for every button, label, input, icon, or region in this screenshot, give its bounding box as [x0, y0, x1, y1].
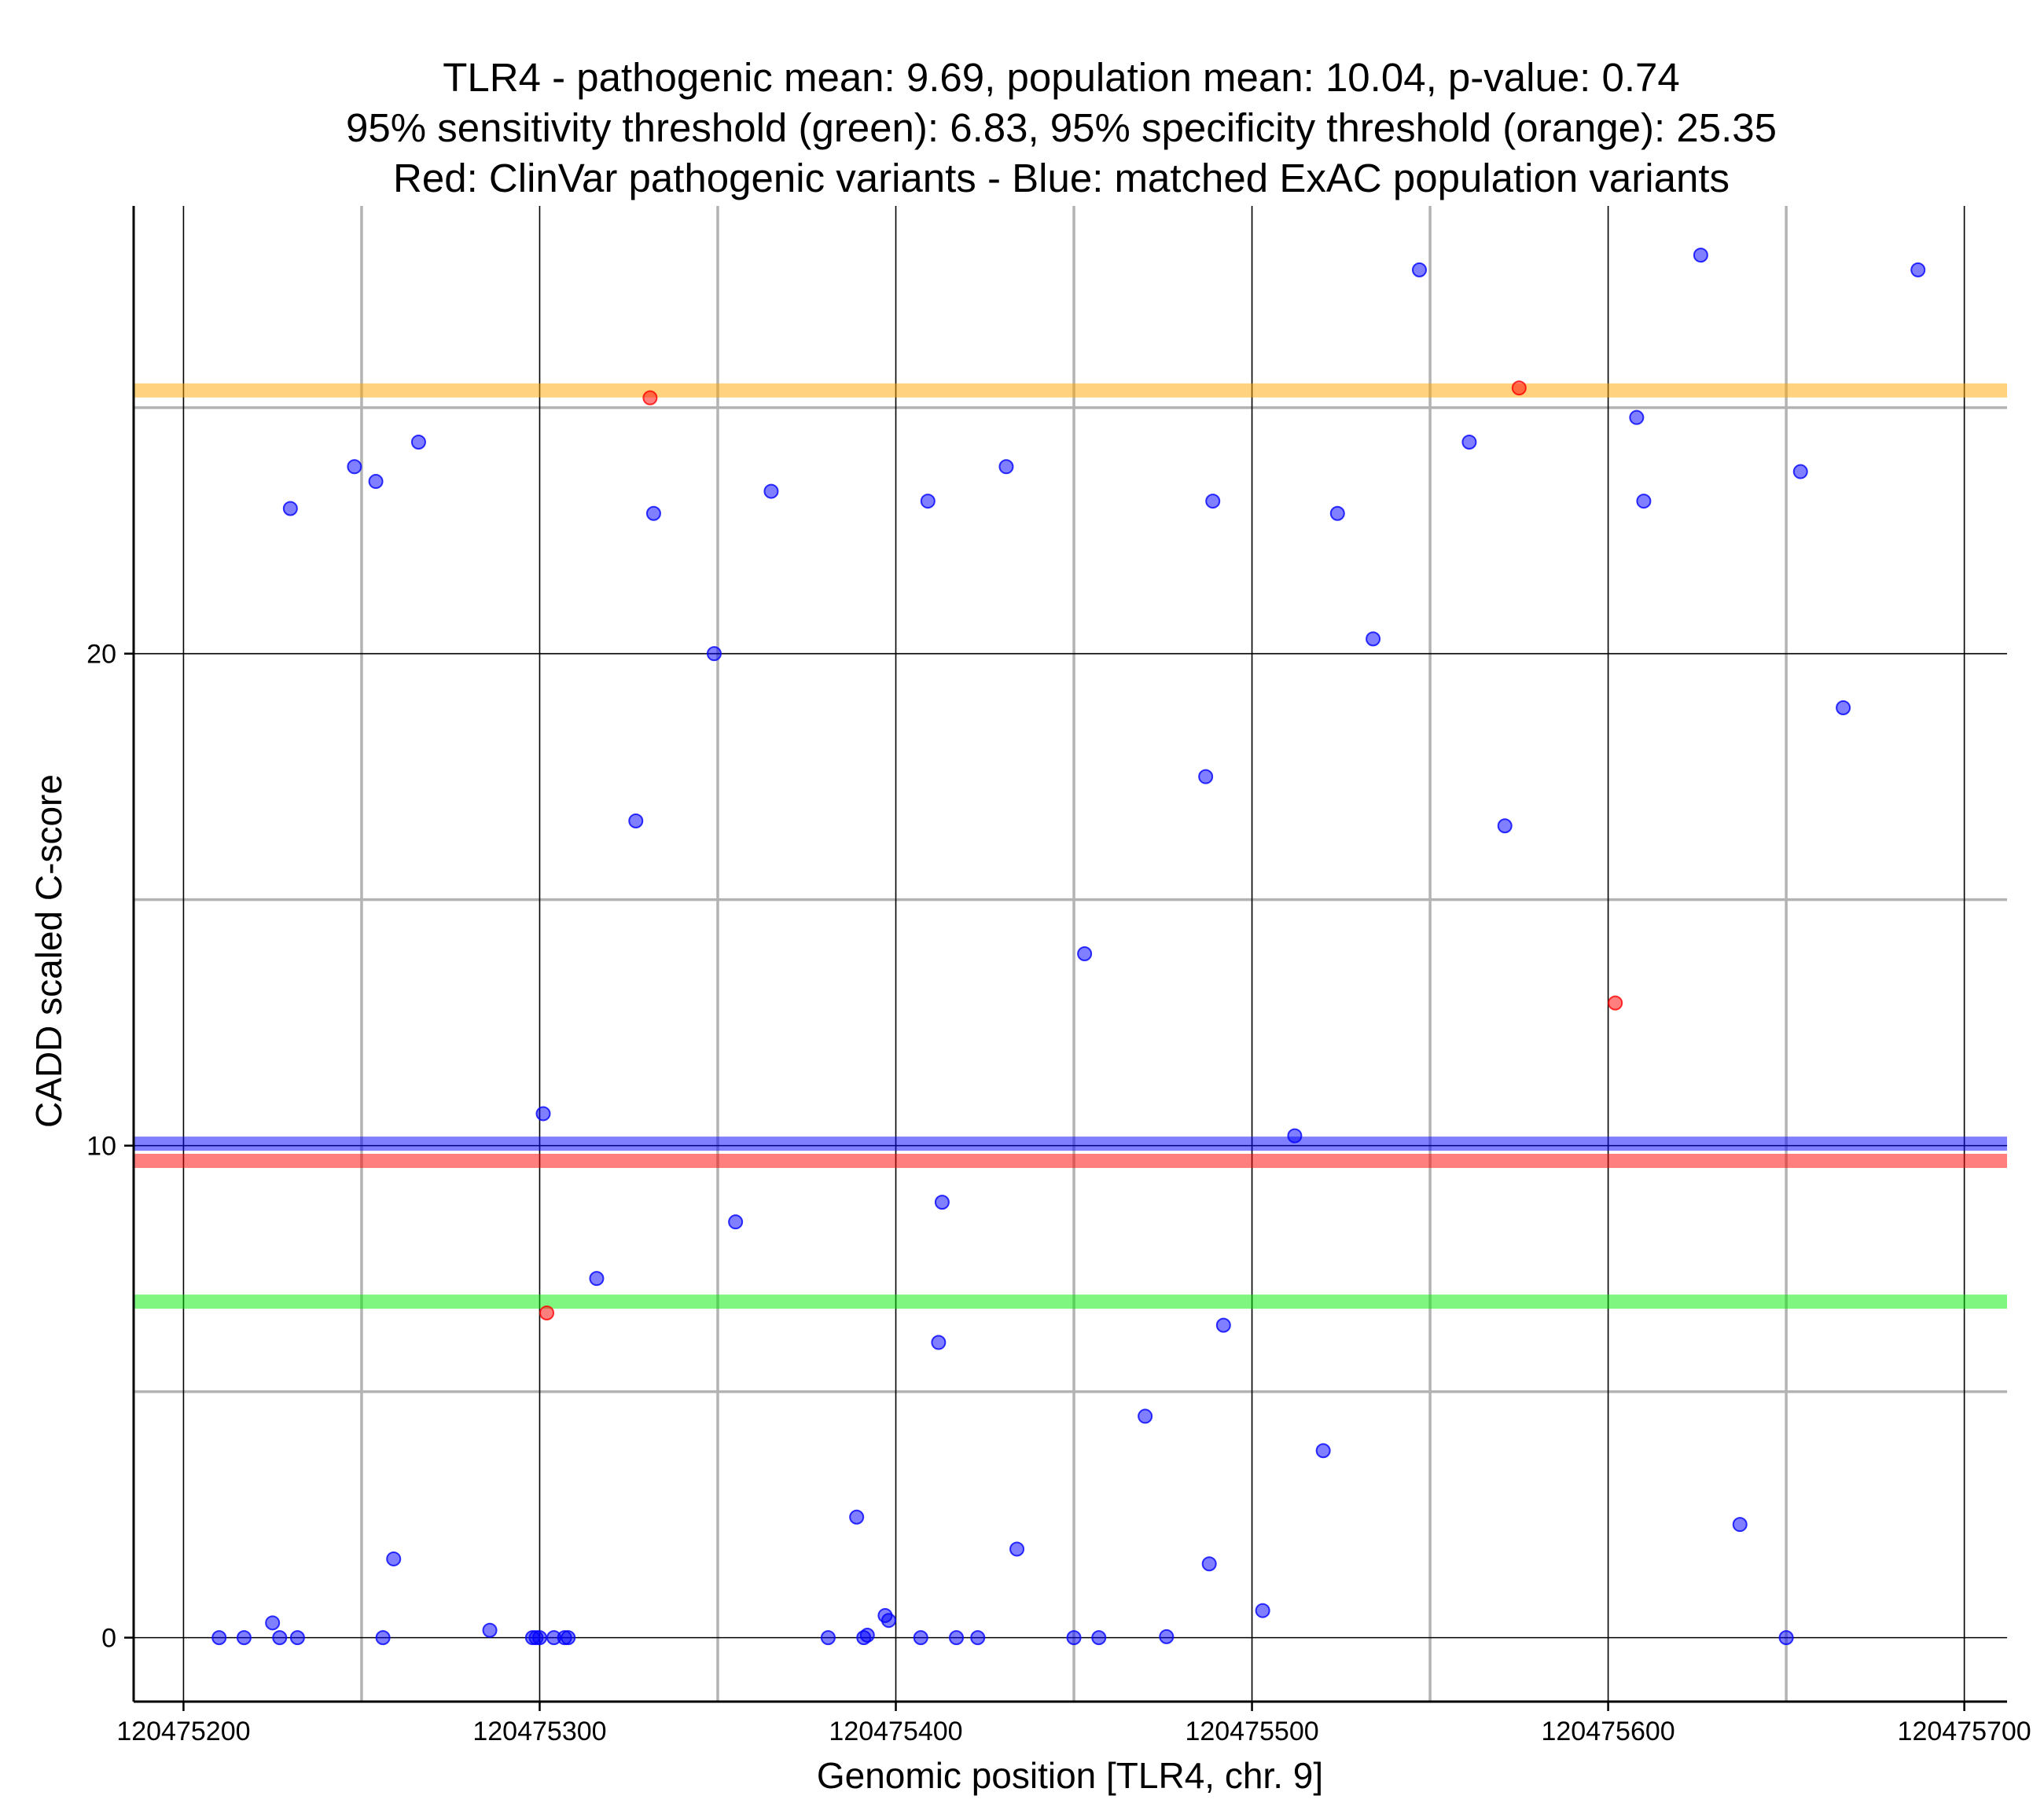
y-axis-label: CADD scaled C-score	[28, 774, 69, 1128]
x-tick-label: 120475500	[1185, 1717, 1318, 1746]
population-point	[368, 474, 384, 490]
population-point	[482, 1622, 498, 1638]
population-point	[1792, 464, 1808, 479]
population-point	[236, 1630, 252, 1646]
population-point	[535, 1106, 551, 1122]
population-point	[1287, 1128, 1303, 1144]
population-point	[1778, 1630, 1794, 1646]
population-point	[849, 1509, 865, 1525]
population-point	[970, 1630, 986, 1646]
population-point	[728, 1214, 744, 1230]
grid	[134, 206, 2007, 1702]
pathogenic-point	[1608, 995, 1623, 1011]
population-point	[561, 1630, 576, 1646]
x-tick-label: 120475700	[1898, 1717, 2031, 1746]
population-point	[934, 1195, 950, 1210]
population-point	[1198, 769, 1214, 784]
chart-title: TLR4 - pathogenic mean: 9.69, population…	[346, 55, 1777, 200]
population-point	[920, 494, 936, 509]
population-point	[265, 1615, 281, 1631]
population-point	[1910, 262, 1926, 277]
population-point	[1732, 1517, 1748, 1533]
population-point	[998, 459, 1014, 475]
population-point	[1201, 1556, 1217, 1572]
axes	[132, 206, 2007, 1703]
x-ticks: 120475200 120475300 120475400 120475500 1204…	[116, 1702, 2031, 1746]
x-tick-label: 120475200	[116, 1717, 250, 1746]
population-point	[1077, 946, 1093, 961]
population-point	[1411, 262, 1427, 277]
population-point	[1693, 248, 1708, 263]
population-point	[763, 483, 779, 499]
population-point	[375, 1630, 391, 1646]
population-point	[1836, 700, 1851, 716]
x-tick-label: 120475600	[1541, 1717, 1675, 1746]
pathogenic-point	[539, 1305, 555, 1320]
x-tick-label: 120475400	[829, 1717, 962, 1746]
y-tick-label: 20	[86, 640, 116, 670]
population-point	[531, 1630, 547, 1646]
population-point	[282, 501, 298, 516]
population-point	[1215, 1317, 1231, 1333]
population-point	[386, 1551, 402, 1566]
x-tick-label: 120475300	[472, 1717, 606, 1746]
population-point	[931, 1335, 947, 1350]
population-point	[645, 505, 661, 521]
population-point	[706, 646, 722, 662]
pathogenic-point	[642, 390, 658, 406]
population-point	[628, 813, 644, 828]
population-point	[1636, 494, 1652, 509]
population-point	[1315, 1443, 1331, 1459]
pathogenic-point	[1511, 380, 1527, 396]
data-points	[211, 248, 1926, 1646]
population-point	[589, 1271, 605, 1287]
population-point	[1138, 1408, 1153, 1424]
reference-lines	[134, 383, 2007, 1309]
population-point	[949, 1630, 965, 1646]
population-point	[820, 1630, 836, 1646]
x-axis-label: Genomic position [TLR4, chr. 9]	[817, 1755, 1323, 1796]
population-point	[913, 1630, 928, 1646]
population-point	[859, 1627, 875, 1643]
population-point	[1461, 434, 1477, 450]
population-point	[1205, 494, 1221, 509]
title-line-3: Red: ClinVar pathogenic variants - Blue:…	[393, 156, 1730, 200]
population-point	[1009, 1541, 1025, 1557]
title-line-2: 95% sensitivity threshold (green): 6.83,…	[346, 105, 1777, 150]
population-point	[1629, 409, 1645, 425]
y-tick-label: 10	[86, 1132, 116, 1162]
population-point	[1159, 1629, 1175, 1644]
population-point	[347, 459, 362, 475]
population-point	[1329, 505, 1345, 521]
population-point	[211, 1630, 227, 1646]
population-point	[1366, 631, 1381, 647]
population-point	[272, 1630, 288, 1646]
y-tick-label: 0	[101, 1624, 116, 1654]
population-point	[880, 1613, 896, 1629]
population-point	[1255, 1603, 1270, 1618]
population-point	[410, 434, 426, 450]
population-point	[1091, 1630, 1107, 1646]
title-line-1: TLR4 - pathogenic mean: 9.69, population…	[443, 55, 1680, 100]
y-ticks: 0 10 20	[86, 640, 134, 1654]
population-point	[1066, 1630, 1082, 1646]
population-point	[1497, 818, 1513, 834]
population-point	[289, 1630, 305, 1646]
